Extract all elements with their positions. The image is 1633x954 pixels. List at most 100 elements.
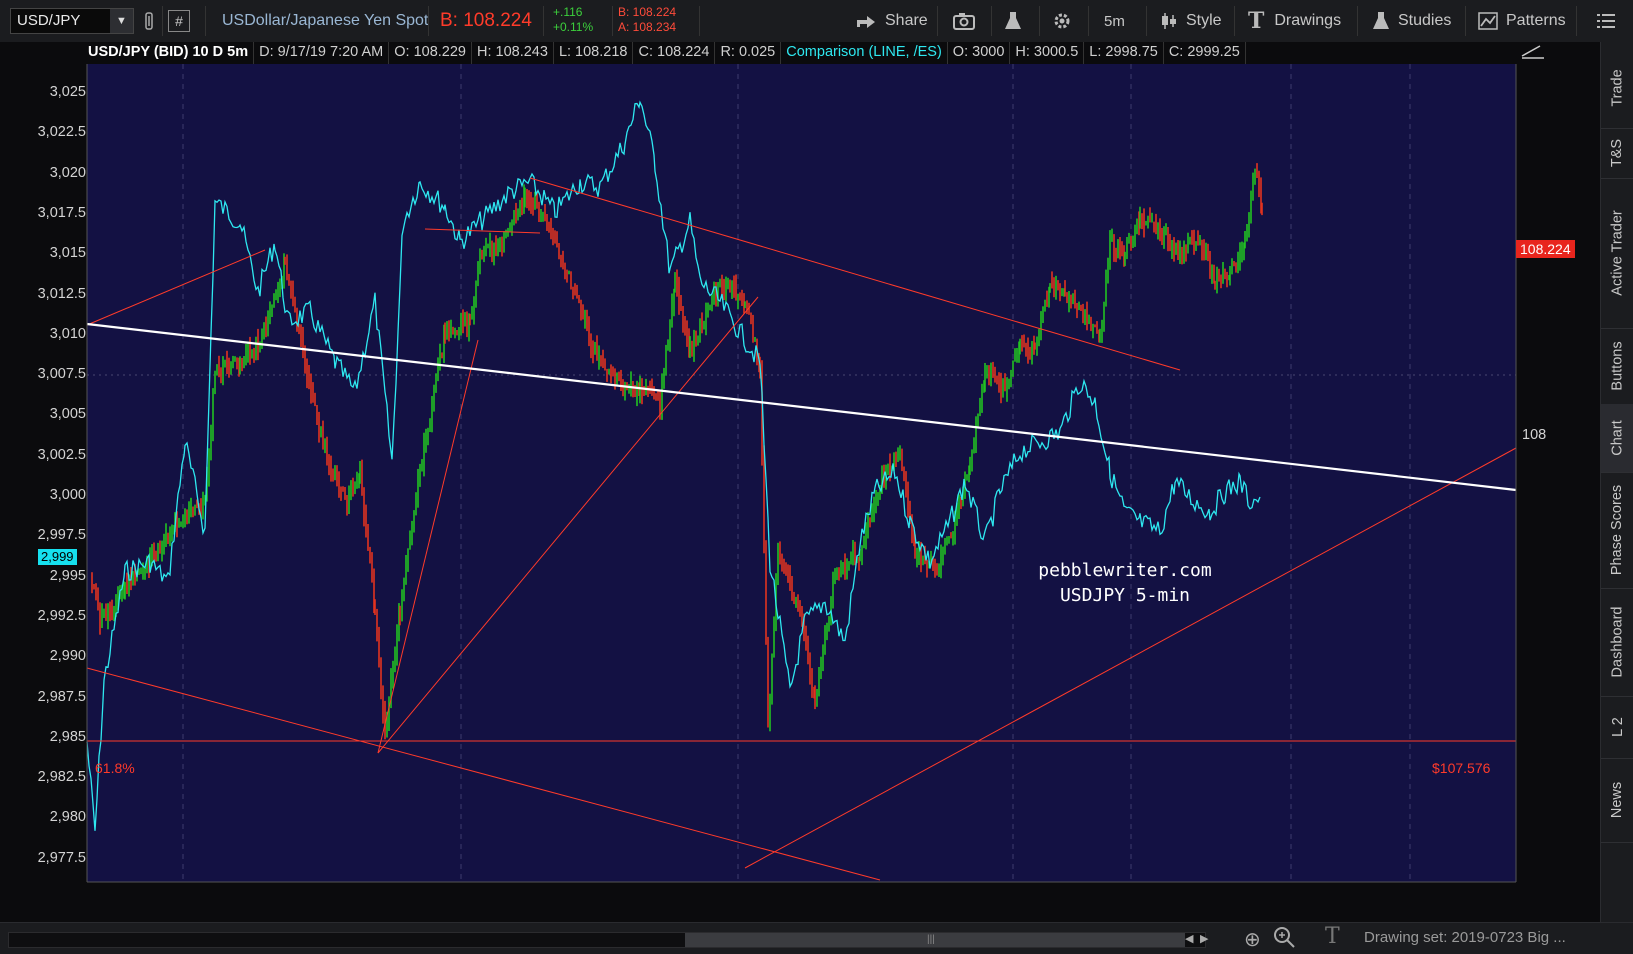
left-axis-tick: 3,025: [49, 84, 86, 100]
text-tool-icon[interactable]: T: [1325, 924, 1340, 949]
zoom-icon[interactable]: [1272, 925, 1296, 954]
chart-title: USD/JPY (BID) 10 D 5m: [86, 42, 255, 64]
scroll-right-icon[interactable]: ▶: [1200, 933, 1209, 945]
sidebar-tab-trade[interactable]: Trade: [1601, 48, 1633, 129]
lower-channel-line[interactable]: [86, 667, 881, 881]
sidebar-tab-label: T&S: [1609, 138, 1626, 168]
sidebar-tab-l-2[interactable]: L 2: [1601, 696, 1633, 759]
sidebar-tab-chart[interactable]: Chart: [1601, 404, 1633, 473]
bar-date: D: 9/17/19 7:20 AM: [254, 42, 390, 64]
bar-high: H: 108.243: [472, 42, 554, 64]
chart-area[interactable]: USD/JPY (BID) 10 D 5m D: 9/17/19 7:20 AM…: [0, 42, 1600, 942]
sidebar-tab-label: Active Trader: [1609, 210, 1626, 296]
left-axis-tick: 2,990: [49, 648, 86, 665]
left-axis-tick: 2,977.5: [37, 849, 86, 866]
watermark-text: pebblewriter.com USDJPY 5-min: [1020, 558, 1230, 608]
left-axis-tick: 2,985: [49, 728, 86, 745]
sidebar-tab-t-s[interactable]: T&S: [1601, 128, 1633, 179]
comp-high: H: 3000.5: [1010, 42, 1085, 64]
drawings-button[interactable]: T Drawings: [1248, 0, 1341, 42]
pattern-icon: [1478, 12, 1498, 30]
sidebar-tab-buttons[interactable]: Buttons: [1601, 328, 1633, 405]
symbol-description: USDollar/Japanese Yen Spot: [222, 12, 429, 29]
left-axis-tick: 3,017.5: [37, 204, 86, 221]
list-menu-icon: [1597, 14, 1615, 28]
left-axis-tick: 3,015: [49, 245, 86, 262]
left-axis-tick: 3,022.5: [37, 124, 86, 141]
left-axis-tick: 3,020: [49, 164, 86, 181]
bid-price: B: 108.224: [440, 10, 532, 31]
flask-icon: [1005, 12, 1021, 29]
upper-left-trendline[interactable]: [86, 249, 266, 326]
left-axis-tick: 3,000: [49, 487, 86, 503]
sidebar-tab-label: News: [1609, 781, 1626, 819]
drawing-set-label[interactable]: Drawing set: 2019-0723 Big ...: [1364, 929, 1566, 946]
comp-low: L: 2998.75: [1084, 42, 1164, 64]
gear-icon: [1054, 13, 1070, 29]
patterns-button[interactable]: Patterns: [1478, 0, 1566, 42]
white-trendline[interactable]: [86, 322, 1517, 492]
price-candles: [91, 163, 1263, 740]
ascending-trendline[interactable]: [744, 447, 1517, 869]
scrollbar-thumb[interactable]: |||: [685, 933, 1185, 947]
studies-button[interactable]: Studies: [1372, 0, 1451, 42]
sidebar-tab-news[interactable]: News: [1601, 758, 1633, 843]
sidebar-tab-label: Dashboard: [1609, 606, 1626, 678]
bottom-bar: ||| ◀ ▶ ⊕ T Drawing set: 2019-0723 Big .…: [0, 922, 1633, 954]
symbol-dropdown-button[interactable]: ▼: [110, 9, 133, 33]
share-icon: [857, 16, 875, 28]
patterns-label: Patterns: [1506, 12, 1566, 29]
pan-tool-icon[interactable]: [1521, 45, 1544, 59]
chart-header: USD/JPY (BID) 10 D 5m D: 9/17/19 7:20 AM…: [86, 42, 1246, 64]
share-button[interactable]: Share: [855, 0, 928, 42]
drawing-lines[interactable]: [86, 177, 1517, 881]
top-horizontal-trendline[interactable]: [424, 228, 541, 234]
price-chart[interactable]: [0, 42, 1600, 922]
settings-button[interactable]: [1048, 0, 1076, 42]
fib-level-label: 61.8%: [95, 760, 135, 776]
comparison-line: [86, 100, 1261, 831]
crosshair-icon[interactable]: ⊕: [1244, 929, 1261, 951]
right-sidebar: Trade T&S Active Trader Buttons Chart Phase S…: [1600, 42, 1633, 924]
style-button[interactable]: Style: [1160, 0, 1222, 42]
descending-trendline[interactable]: [529, 177, 1181, 371]
sidebar-tab-phase-scores[interactable]: Phase Scores: [1601, 472, 1633, 589]
link-icon[interactable]: [140, 0, 158, 42]
sidebar-tab-active-trader[interactable]: Active Trader: [1601, 178, 1633, 329]
menu-button[interactable]: [1592, 0, 1620, 42]
left-axis-tick: 3,010: [49, 325, 86, 342]
snapshot-button[interactable]: [950, 0, 978, 42]
left-axis-tick: 2,982.5: [37, 769, 86, 786]
left-axis-tick: 2,992.5: [37, 607, 86, 624]
bar-open: O: 108.229: [389, 42, 472, 64]
left-axis-tick: 2,997.5: [37, 527, 86, 544]
comp-close: C: 2999.25: [1164, 42, 1246, 64]
candlestick-icon: [1162, 13, 1176, 29]
last-price-badge: 108.224: [1516, 240, 1575, 258]
style-label: Style: [1186, 12, 1222, 29]
left-axis-tick: 3,002.5: [37, 446, 86, 463]
support-trendline[interactable]: [377, 296, 759, 754]
drawings-label: Drawings: [1274, 12, 1342, 29]
fib-price-label: $107.576: [1432, 760, 1491, 776]
left-axis-tick: 2,987.5: [37, 688, 86, 705]
chart-scrollbar[interactable]: |||: [8, 932, 1206, 948]
watermark-site: pebblewriter.com: [1038, 560, 1212, 581]
timeframe-label: 5m: [1104, 12, 1125, 30]
scroll-left-icon[interactable]: ◀: [1185, 933, 1194, 945]
lab-button[interactable]: [999, 0, 1027, 42]
rise-trendline[interactable]: [377, 339, 479, 754]
comparison-label[interactable]: Comparison (LINE, /ES): [781, 42, 948, 64]
hash-icon: #: [168, 10, 190, 32]
sidebar-tab-dashboard[interactable]: Dashboard: [1601, 588, 1633, 697]
top-toolbar: USD/JPY ▼ # USDollar/Japanese Yen Spot B…: [0, 0, 1633, 43]
left-axis-tick: 3,007.5: [37, 366, 86, 383]
timeframe-button[interactable]: 5m: [1104, 0, 1125, 42]
bid-ask-block: B: 108.224 A: 108.234: [618, 5, 676, 35]
share-label: Share: [885, 12, 928, 29]
grid-lines: [87, 64, 1516, 882]
hash-button[interactable]: #: [166, 0, 192, 42]
comparison-current-badge: 2,999: [38, 549, 77, 565]
price-axis-label: 108: [1522, 427, 1547, 443]
watermark-caption: USDJPY 5-min: [1059, 585, 1191, 606]
